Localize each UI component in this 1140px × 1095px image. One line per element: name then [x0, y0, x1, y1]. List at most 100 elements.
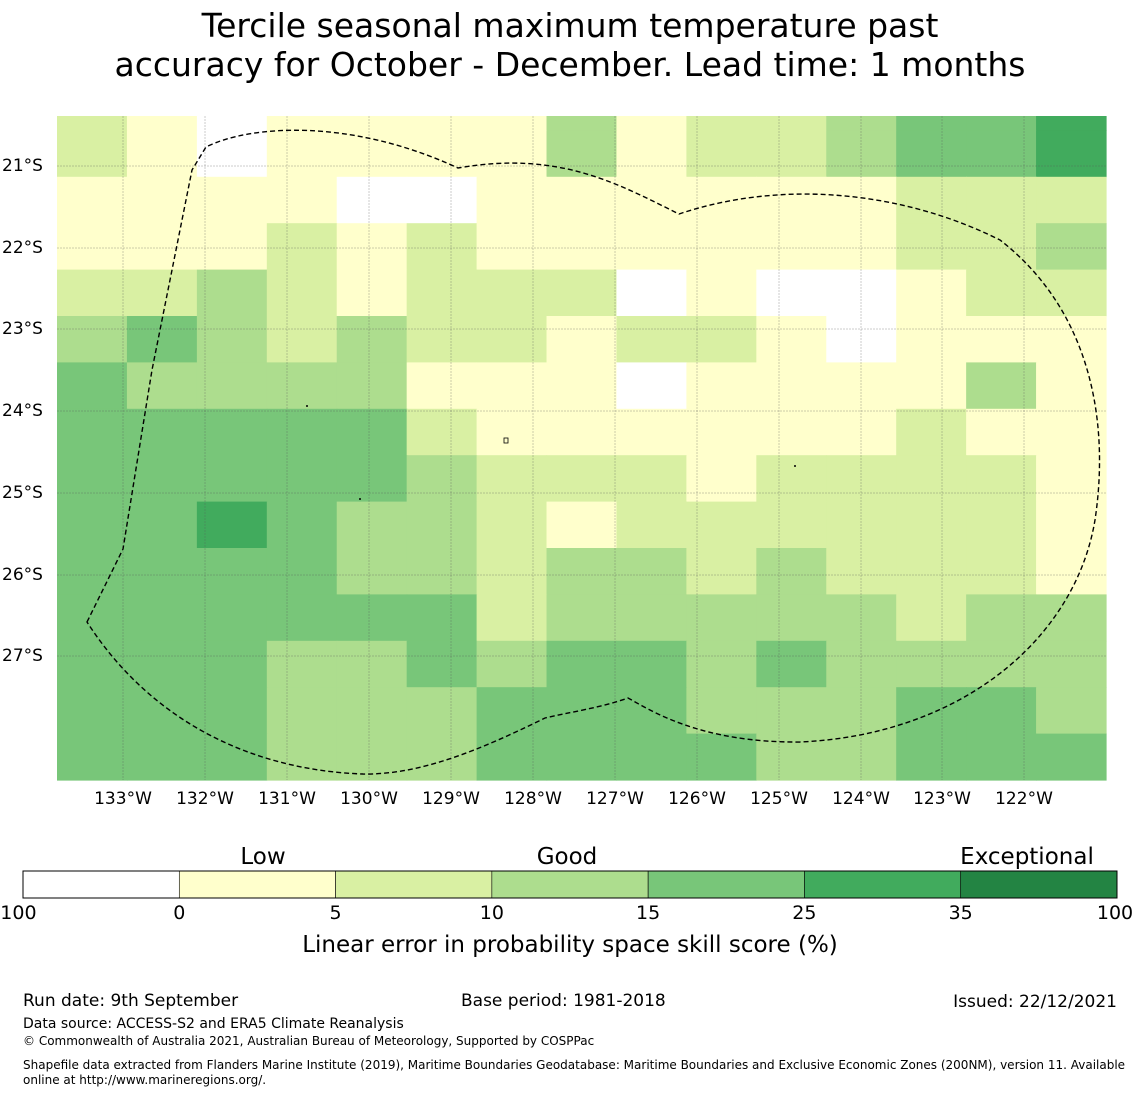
grid-cell [616, 116, 687, 131]
grid-cell [1036, 316, 1107, 363]
colorbar-segment [647, 870, 805, 899]
grid-cell [966, 362, 1037, 410]
grid-cell [476, 733, 548, 781]
grid-cell [826, 130, 897, 178]
grid-cell [756, 548, 827, 595]
grid-cell [546, 548, 618, 595]
colorbar-segment [22, 870, 180, 899]
grid-cell [126, 455, 198, 503]
colorbar-segment [960, 870, 1118, 899]
grid-cell [336, 548, 408, 595]
grid-cell [266, 176, 338, 224]
colorbar-tick-label: 100 [1096, 902, 1134, 924]
grid-cell [406, 455, 478, 503]
grid-cell [546, 501, 618, 549]
grid-cell [826, 455, 897, 503]
grid-cell [406, 362, 478, 410]
longitude-tick-label: 124°W [832, 789, 890, 809]
colorbar-tick-label: 10 [479, 902, 504, 924]
grid-cell [476, 362, 548, 410]
grid-cell [406, 733, 478, 781]
category-good: Good [536, 844, 598, 870]
graticule [57, 116, 1106, 780]
longitude-tick-label: 132°W [176, 789, 234, 809]
grid-cell [1036, 362, 1107, 410]
grid-cell [476, 223, 548, 271]
grid-cell [616, 362, 687, 410]
island-markers [306, 405, 796, 500]
grid-cell [476, 269, 548, 317]
grid-cell [126, 223, 198, 271]
grid-cell [756, 408, 827, 456]
grid-cell [896, 455, 967, 503]
grid-cell [336, 223, 408, 271]
grid-cell [896, 687, 967, 735]
grid-cell [406, 408, 478, 456]
category-low: Low [240, 844, 286, 870]
colorbar-segment [335, 870, 493, 899]
longitude-tick-label: 128°W [504, 789, 562, 809]
grid-cell [266, 116, 338, 131]
grid-cell [57, 316, 128, 363]
grid-cell [546, 316, 618, 363]
colorbar-tick-label: 25 [792, 902, 817, 924]
grid-cell [406, 594, 478, 642]
grid-cell [57, 269, 128, 317]
grid-cell [126, 269, 198, 317]
latitude-tick-label: 26°S [2, 565, 43, 585]
grid-cell [476, 455, 548, 503]
grid-cell [196, 501, 268, 549]
grid-cell [1036, 176, 1107, 224]
grid-cell [266, 548, 338, 595]
grid-cell [826, 548, 897, 595]
grid-cell [126, 733, 198, 781]
grid-cell [686, 594, 757, 642]
grid-cell [686, 362, 757, 410]
grid-cell [756, 176, 827, 224]
grid-cell [196, 316, 268, 363]
longitude-tick-label: 126°W [668, 789, 726, 809]
grid-cell [756, 640, 827, 688]
colorbar-label: Linear error in probability space skill … [302, 932, 838, 958]
grid-cell [896, 640, 967, 688]
grid-cell [896, 501, 967, 549]
grid-cell [126, 130, 198, 178]
grid-cell [756, 687, 827, 735]
grid-cell [406, 176, 478, 224]
grid-cell [266, 362, 338, 410]
longitude-tick-label: 122°W [995, 789, 1053, 809]
grid-cell [616, 223, 687, 271]
grid-cell [476, 594, 548, 642]
grid-cell [126, 176, 198, 224]
grid-cell [896, 316, 967, 363]
grid-cell [966, 687, 1037, 735]
grid-cell [756, 594, 827, 642]
grid-cell [57, 640, 128, 688]
grid-cell [756, 130, 827, 178]
grid-cell [966, 594, 1037, 642]
grid-cell [896, 408, 967, 456]
grid-cell [896, 176, 967, 224]
grid-cell [476, 316, 548, 363]
grid-cell [57, 408, 128, 456]
grid-cell [966, 408, 1037, 456]
grid-cell [196, 176, 268, 224]
grid-cell [1036, 687, 1107, 735]
title-line-2: accuracy for October - December. Lead ti… [114, 45, 1026, 84]
colorbar-segment [178, 870, 336, 899]
grid-cell [406, 501, 478, 549]
chart-title: Tercile seasonal maximum temperature pas… [0, 6, 1140, 84]
grid-cell [196, 594, 268, 642]
grid-cell [406, 223, 478, 271]
grid-cell [896, 362, 967, 410]
grid-cell [756, 362, 827, 410]
grid-cell [336, 130, 408, 178]
grid-cell [966, 116, 1037, 131]
grid-cell [266, 408, 338, 456]
grid-cell [406, 116, 478, 131]
grid-cell [616, 733, 687, 781]
grid-cell [476, 130, 548, 178]
grid-cell [476, 176, 548, 224]
grid-cell [196, 408, 268, 456]
shapefile-credit-line-1: Shapefile data extracted from Flanders M… [23, 1058, 1126, 1072]
